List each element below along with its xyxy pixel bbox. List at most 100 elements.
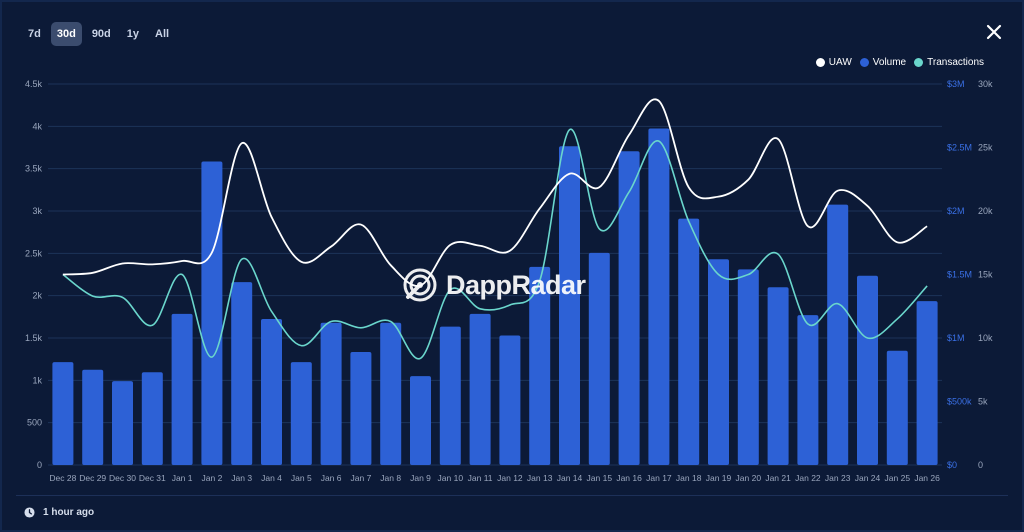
x-tick-label: Jan 11 xyxy=(468,473,493,483)
y-tick-left: 4k xyxy=(32,121,42,131)
volume-bar xyxy=(82,369,104,465)
x-tick-label: Jan 5 xyxy=(291,473,312,483)
x-tick-label: Jan 6 xyxy=(321,473,342,483)
legend-item-volume[interactable]: Volume xyxy=(859,57,907,68)
range-tabs: 7d 30d 90d 1y All xyxy=(22,22,175,46)
volume-bar xyxy=(350,351,372,465)
x-tick-label: Jan 24 xyxy=(855,473,881,483)
x-tick-label: Jan 19 xyxy=(706,473,732,483)
volume-bar xyxy=(588,252,610,465)
volume-bar xyxy=(320,322,342,465)
legend-label-transactions: Transactions xyxy=(927,57,984,68)
tab-7d[interactable]: 7d xyxy=(28,28,41,40)
close-icon[interactable] xyxy=(984,22,1004,42)
y-tick-volume: $1.5M xyxy=(947,270,972,280)
volume-bar xyxy=(678,218,700,465)
volume-bar xyxy=(261,318,282,465)
tab-all[interactable]: All xyxy=(155,28,170,40)
y-tick-transactions: 25k xyxy=(978,143,993,153)
x-tick-label: Jan 20 xyxy=(736,473,762,483)
volume-bar xyxy=(708,259,729,465)
x-tick-label: Jan 7 xyxy=(351,473,372,483)
x-tick-label: Jan 4 xyxy=(261,473,282,483)
volume-bar xyxy=(648,128,670,465)
legend-dot-uaw xyxy=(815,58,825,67)
x-tick-label: Jan 21 xyxy=(765,473,791,483)
x-tick-label: Jan 22 xyxy=(795,473,821,483)
legend-dot-transactions xyxy=(914,58,924,67)
uaw-line xyxy=(62,98,928,287)
x-tick-label: Jan 23 xyxy=(825,473,851,483)
x-tick-label: Jan 15 xyxy=(587,473,613,483)
volume-bar xyxy=(469,313,491,465)
x-tick-label: Jan 16 xyxy=(616,473,642,483)
x-tick-label: Jan 13 xyxy=(527,473,553,483)
volume-bar xyxy=(767,287,789,465)
volume-bar xyxy=(201,161,223,465)
volume-bar xyxy=(618,151,640,465)
y-tick-volume: $2.5M xyxy=(947,143,972,153)
chart-legend: UAW Volume Transactions xyxy=(815,57,984,68)
y-tick-left: 1.5k xyxy=(25,333,43,343)
y-tick-left: 1k xyxy=(32,375,42,385)
legend-item-transactions[interactable]: Transactions xyxy=(914,57,984,68)
y-tick-transactions: 5k xyxy=(978,397,988,407)
volume-bar xyxy=(290,362,312,465)
transactions-line xyxy=(62,128,928,360)
x-tick-label: Jan 25 xyxy=(885,473,911,483)
legend-item-uaw[interactable]: UAW xyxy=(815,57,852,68)
volume-bar xyxy=(529,266,551,465)
x-tick-label: Dec 31 xyxy=(139,473,166,483)
legend-dot-volume xyxy=(859,58,869,67)
y-tick-volume: $2M xyxy=(947,206,965,216)
x-tick-label: Jan 17 xyxy=(646,473,672,483)
y-tick-left: 2k xyxy=(32,291,42,301)
y-tick-left: 2.5k xyxy=(25,248,43,258)
x-tick-label: Jan 1 xyxy=(172,473,193,483)
dappradar-logo-icon xyxy=(403,268,437,302)
x-tick-label: Dec 28 xyxy=(49,473,76,483)
tab-30d[interactable]: 30d xyxy=(50,22,82,46)
y-tick-volume: $1M xyxy=(947,333,965,343)
y-tick-volume: $500k xyxy=(947,397,972,407)
y-tick-volume: $3M xyxy=(947,79,965,89)
volume-bar xyxy=(52,362,74,465)
dappradar-watermark: DappRadar xyxy=(402,267,586,303)
volume-bar xyxy=(410,376,431,465)
y-tick-left: 0 xyxy=(37,460,42,470)
volume-bar xyxy=(916,301,938,465)
footer-divider xyxy=(16,495,1008,496)
x-tick-label: Jan 9 xyxy=(410,473,431,483)
x-tick-label: Jan 26 xyxy=(914,473,940,483)
y-tick-left: 500 xyxy=(27,418,42,428)
volume-bar xyxy=(439,326,461,465)
volume-bar xyxy=(886,350,908,465)
volume-bar xyxy=(112,381,133,465)
x-tick-label: Jan 8 xyxy=(380,473,401,483)
volume-bar xyxy=(499,335,521,465)
x-tick-label: Jan 14 xyxy=(557,473,583,483)
volume-bar xyxy=(231,282,253,465)
y-tick-transactions: 0 xyxy=(978,460,983,470)
y-tick-left: 3k xyxy=(32,206,42,216)
volume-bar xyxy=(141,372,163,465)
footer: 1 hour ago xyxy=(24,507,94,518)
x-tick-label: Dec 30 xyxy=(109,473,136,483)
x-tick-label: Jan 10 xyxy=(438,473,464,483)
tab-1y[interactable]: 1y xyxy=(126,28,140,40)
chart-svg: 0 500 1k 1.5k 2k 2.5k 3k 3.5k 4k 4.5k $0 $500k $1M $1… xyxy=(25,79,993,483)
x-tick-label: Jan 18 xyxy=(676,473,702,483)
x-tick-label: Jan 12 xyxy=(497,473,523,483)
legend-label-volume: Volume xyxy=(872,57,907,68)
x-tick-label: Dec 29 xyxy=(79,473,106,483)
tab-90d[interactable]: 90d xyxy=(91,28,111,40)
legend-label-uaw: UAW xyxy=(828,57,852,68)
watermark-text: DappRadar xyxy=(446,269,586,300)
volume-bar xyxy=(797,315,819,465)
y-tick-transactions: 15k xyxy=(978,270,993,280)
y-tick-volume: $0 xyxy=(947,460,957,470)
y-tick-transactions: 30k xyxy=(978,79,993,89)
x-tick-label: Jan 2 xyxy=(202,473,223,483)
volume-bar xyxy=(380,322,402,465)
